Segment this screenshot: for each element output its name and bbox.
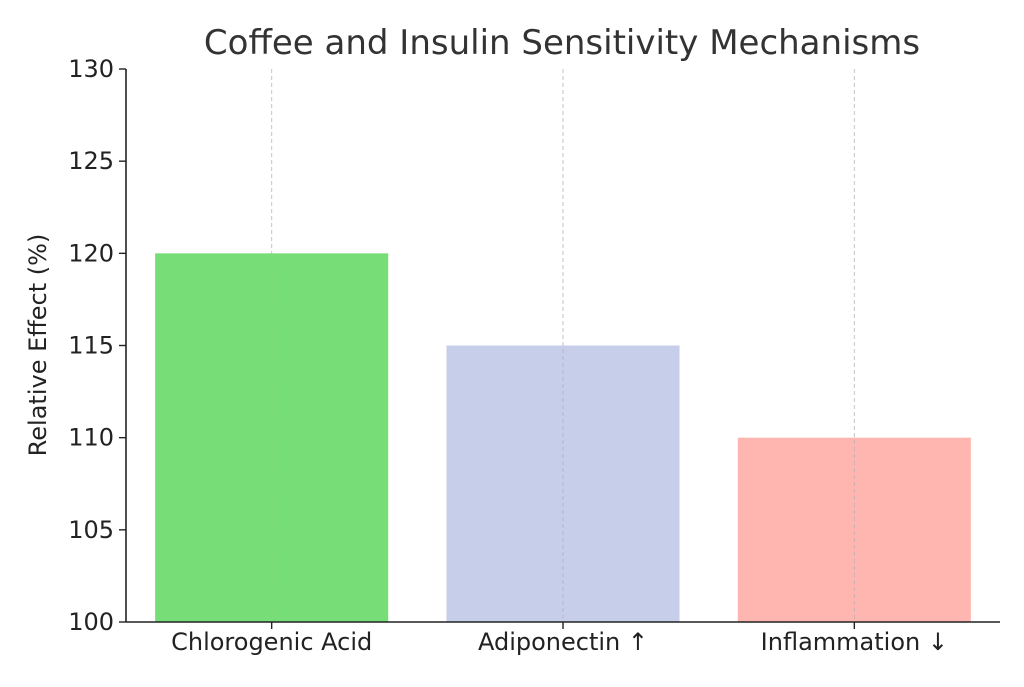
y-tick-label: 115 [68, 332, 114, 360]
y-tick-label: 105 [68, 516, 114, 544]
chart-title: Coffee and Insulin Sensitivity Mechanism… [204, 23, 920, 63]
x-tick-label: Adiponectin ↑ [478, 628, 648, 656]
x-ticks: Chlorogenic Acid Adiponectin ↑ Inflammatio… [171, 622, 948, 656]
y-axis-label: Relative Effect (%) [24, 234, 52, 457]
y-tick-label: 100 [68, 608, 114, 636]
x-tick-label: Chlorogenic Acid [171, 628, 372, 656]
y-tick-label: 130 [68, 55, 114, 83]
y-tick-label: 110 [68, 424, 114, 452]
y-tick-label: 120 [68, 239, 114, 267]
gridline-overlay [271, 69, 855, 622]
y-tick-label: 125 [68, 147, 114, 175]
x-tick-label: Inflammation ↓ [761, 628, 948, 656]
y-ticks: 100 105 110 115 120 125 130 [68, 55, 126, 636]
